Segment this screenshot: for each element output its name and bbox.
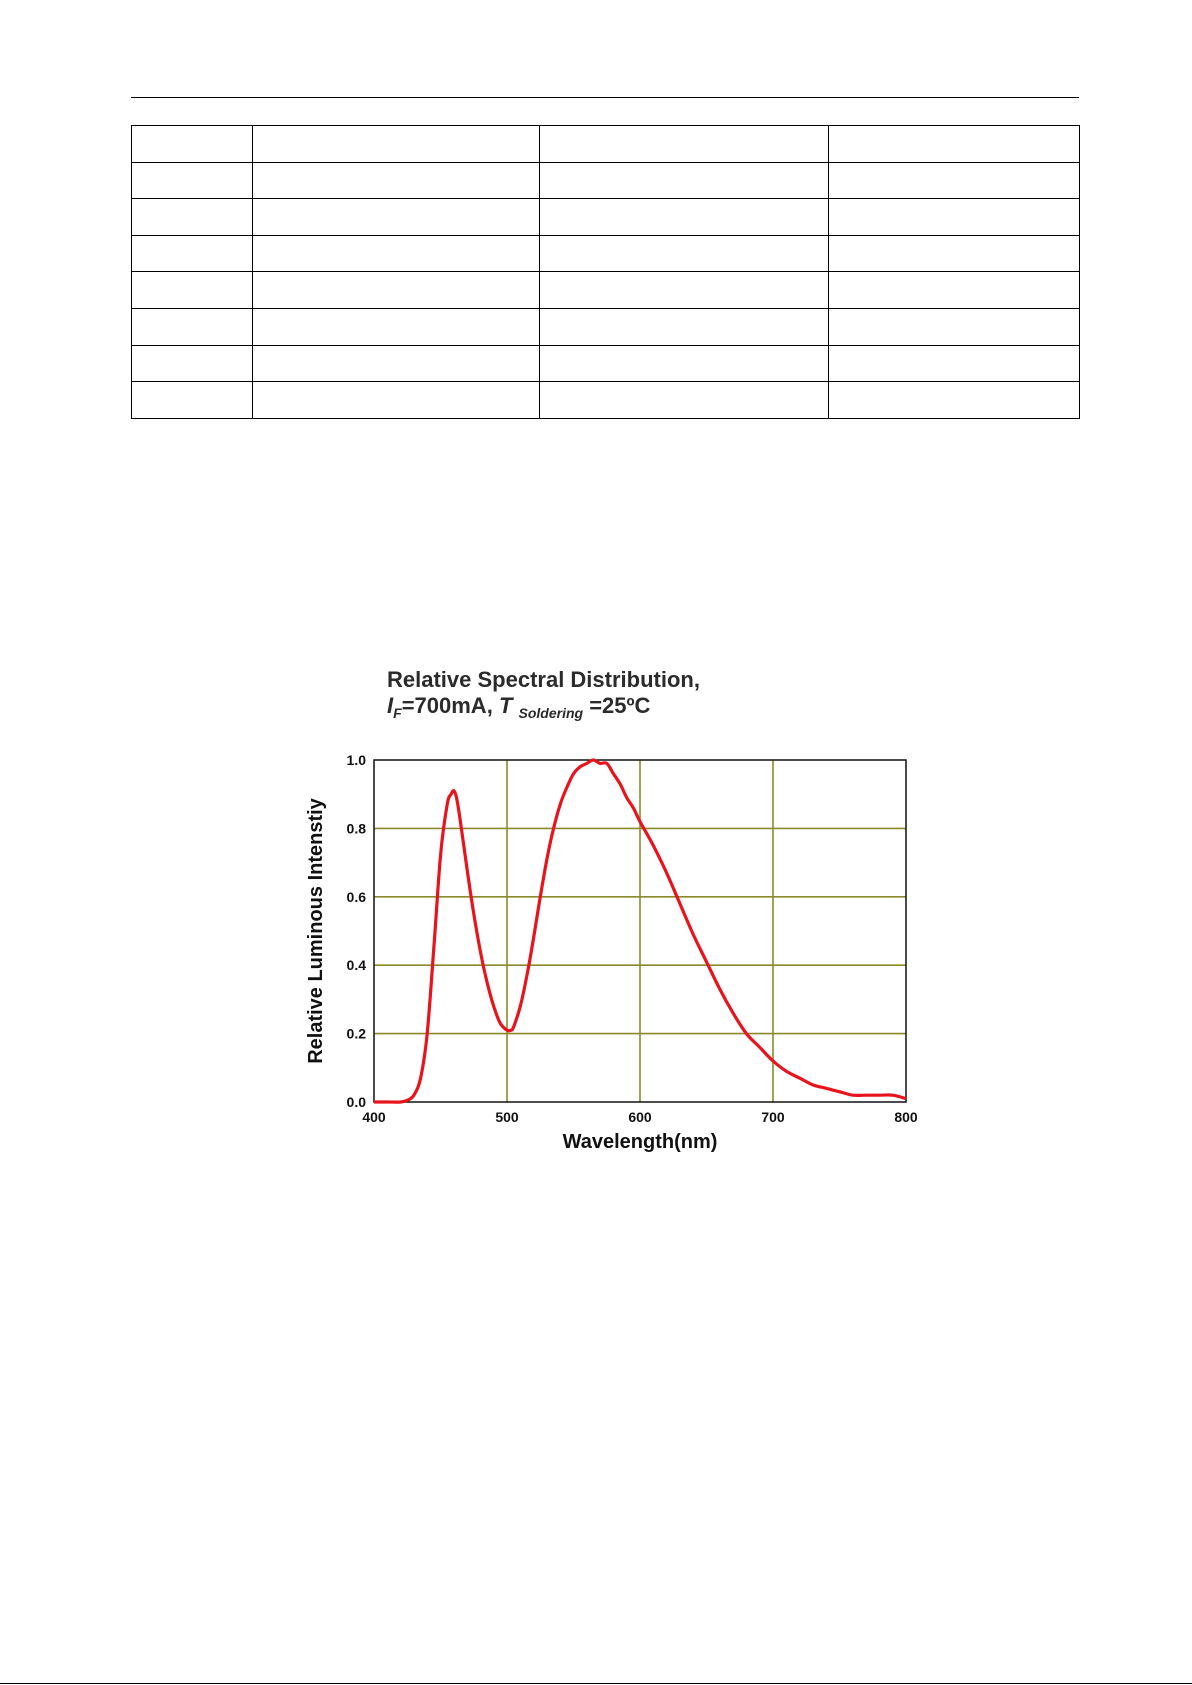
table-row [131,344,1080,383]
plot-frame [373,759,907,1103]
chart-title-line1: Relative Spectral Distribution, [387,667,700,692]
current-symbol: I [387,693,394,718]
table-cell [539,381,829,419]
x-tick-label: 400 [362,1109,386,1125]
temperature-value: =25ºC [589,693,651,718]
table-cell [828,234,1080,273]
table-cell [252,234,540,273]
tick-layer: 400 500 600 700 800 0.0 0.2 0.4 0.6 0.8 1.0 [347,752,918,1125]
table-cell [828,307,1080,346]
y-tick-label: 0.8 [347,820,367,836]
table-cell [539,125,829,163]
y-axis-label: Relative Luminous Intenstiy [305,797,327,1063]
table-cell [828,125,1080,163]
y-tick-label: 0.4 [347,957,367,973]
table-cell [539,234,829,273]
table-cell [828,198,1080,236]
table-cell [131,161,253,200]
spectral-chart: 400 500 600 700 800 0.0 0.2 0.4 0.6 0.8 1.0 Wavele… [305,752,918,1153]
table-row [131,234,1080,273]
y-tick-label: 0.0 [347,1094,367,1110]
table-cell [131,307,253,346]
table-cell [131,198,253,236]
table-cell [131,381,253,419]
header-rule [131,97,1079,98]
x-axis-label: Wavelength(nm) [563,1131,718,1153]
current-subscript: F [393,705,402,721]
y-tick-label: 0.2 [347,1026,367,1042]
table-row [131,161,1080,200]
table-cell [252,271,540,309]
table-cell [539,307,829,346]
table-cell [252,125,540,163]
current-value: =700mA, [401,693,493,718]
table-cell [131,125,253,163]
table-cell [539,271,829,309]
table-cell [828,381,1080,419]
table-row [131,307,1080,346]
table-cell [828,271,1080,309]
x-tick-label: 600 [628,1109,652,1125]
table-cell [252,344,540,383]
table-cell [539,198,829,236]
table-cell [828,161,1080,200]
series-line [374,758,907,1104]
x-tick-label: 800 [894,1109,918,1125]
x-tick-label: 700 [761,1109,785,1125]
table-row [131,198,1080,236]
temperature-symbol: T [498,693,513,718]
grid-layer [374,760,906,1102]
chart-title-line2: IF=700mA, T Soldering =25ºC [387,693,700,721]
table-cell [252,161,540,200]
y-tick-label: 0.6 [347,889,367,905]
table-cell [539,344,829,383]
table-cell [828,344,1080,383]
table-cell [539,161,829,200]
table-cell [252,307,540,346]
table-cell [131,234,253,273]
table-cell [131,344,253,383]
table-cell [252,198,540,236]
temperature-subscript: Soldering [518,705,584,721]
chart-title: Relative Spectral Distribution, IF=700mA… [387,667,700,721]
table-row [131,125,1080,163]
table-cell [252,381,540,419]
y-tick-label: 1.0 [347,752,367,768]
table-row [131,381,1080,419]
empty-table [131,125,1080,419]
footer-rule [0,1683,1192,1684]
x-tick-label: 500 [495,1109,519,1125]
table-row [131,271,1080,309]
table-cell [131,271,253,309]
